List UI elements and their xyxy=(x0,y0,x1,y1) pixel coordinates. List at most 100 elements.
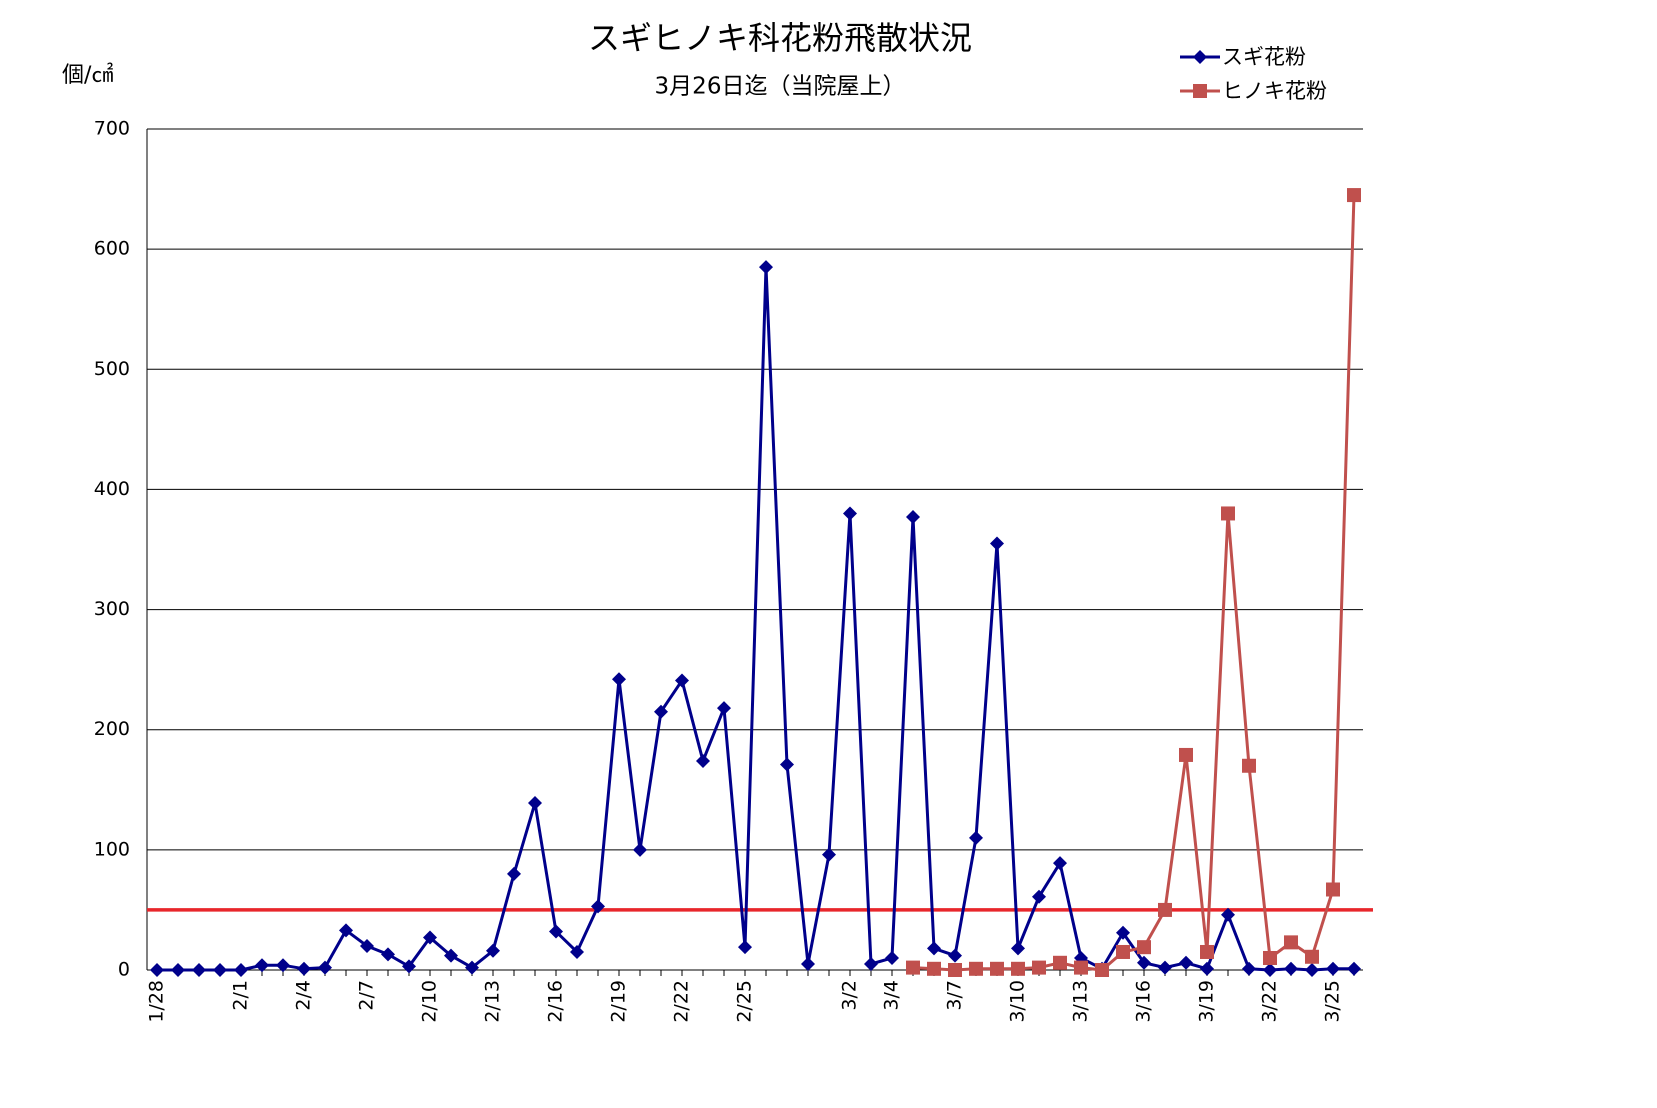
data-point xyxy=(1200,961,1214,976)
data-point xyxy=(927,961,941,976)
data-point xyxy=(633,842,647,857)
x-tick-label: 3/7 xyxy=(944,980,966,1011)
data-point xyxy=(1116,944,1130,959)
data-point xyxy=(1347,961,1361,976)
data-point xyxy=(1053,856,1067,871)
data-point xyxy=(1242,961,1256,976)
data-point xyxy=(1221,907,1235,922)
data-point xyxy=(570,944,584,959)
x-tick-label: 2/22 xyxy=(671,980,693,1023)
data-point xyxy=(801,956,815,971)
legend-label: ヒノキ花粉 xyxy=(1222,79,1327,103)
series-line xyxy=(157,267,1354,972)
data-point xyxy=(1137,955,1151,970)
data-point xyxy=(549,924,563,939)
y-axis-label: 個/㎠ xyxy=(62,62,113,88)
y-tick-label: 500 xyxy=(94,358,130,380)
data-point xyxy=(150,963,164,977)
data-point xyxy=(297,961,311,976)
data-point xyxy=(969,961,983,976)
data-point xyxy=(1347,188,1361,203)
data-point xyxy=(927,941,941,956)
data-point xyxy=(465,960,479,975)
data-point xyxy=(486,943,500,958)
x-tick-label: 3/13 xyxy=(1070,980,1092,1023)
x-tick-label: 2/16 xyxy=(545,980,567,1023)
x-tick-label: 3/2 xyxy=(839,980,861,1011)
data-point xyxy=(339,923,353,938)
data-point xyxy=(276,958,290,973)
data-point xyxy=(1221,506,1235,521)
legend-marker xyxy=(1193,50,1207,64)
data-point xyxy=(423,930,437,945)
data-point xyxy=(780,757,794,772)
data-point xyxy=(759,260,773,275)
data-point xyxy=(1284,961,1298,976)
data-point xyxy=(1053,955,1067,970)
y-tick-label: 700 xyxy=(94,118,130,140)
data-point xyxy=(1032,960,1046,975)
series-line xyxy=(912,195,1356,972)
x-tick-label: 3/16 xyxy=(1133,980,1155,1023)
data-point xyxy=(696,753,710,768)
x-tick-label: 3/10 xyxy=(1007,980,1029,1023)
y-tick-label: 600 xyxy=(94,238,130,260)
chart-title: スギヒノキ科花粉飛散状況 xyxy=(588,19,972,57)
y-tick-label: 200 xyxy=(94,718,130,740)
data-point xyxy=(1137,940,1151,955)
data-point xyxy=(843,506,857,521)
x-tick-label: 2/10 xyxy=(419,980,441,1023)
y-tick-label: 400 xyxy=(94,478,130,500)
data-point xyxy=(1158,902,1172,917)
data-point xyxy=(360,938,374,953)
data-point xyxy=(1179,955,1193,970)
data-point xyxy=(1326,961,1340,976)
data-point xyxy=(738,940,752,955)
data-point xyxy=(234,963,248,977)
x-tick-label: 3/25 xyxy=(1322,980,1344,1023)
data-point xyxy=(1263,963,1277,977)
data-point xyxy=(717,701,731,716)
y-tick-label: 100 xyxy=(94,838,130,860)
data-point xyxy=(318,960,332,975)
data-point xyxy=(612,672,626,687)
data-point xyxy=(885,950,899,965)
data-point xyxy=(402,959,416,974)
data-point xyxy=(1011,941,1025,956)
data-point xyxy=(1242,758,1256,773)
y-tick-label: 300 xyxy=(94,598,130,620)
data-point xyxy=(990,536,1004,551)
data-point xyxy=(171,963,185,977)
x-tick-label: 1/28 xyxy=(146,980,168,1023)
data-point xyxy=(444,948,458,963)
data-point xyxy=(507,866,521,881)
data-point xyxy=(1263,950,1277,965)
legend-label: スギ花粉 xyxy=(1222,45,1306,69)
data-point xyxy=(255,958,269,973)
data-point xyxy=(969,830,983,845)
data-point xyxy=(1305,963,1319,977)
data-point xyxy=(1032,889,1046,904)
data-point xyxy=(1326,882,1340,897)
data-point xyxy=(906,510,920,525)
x-tick-label: 2/19 xyxy=(608,980,630,1023)
x-tick-label: 2/7 xyxy=(356,980,378,1011)
chart-subtitle: 3月26日迄（当院屋上） xyxy=(655,74,906,100)
data-point xyxy=(192,963,206,977)
data-point xyxy=(990,961,1004,976)
x-tick-label: 3/4 xyxy=(881,980,903,1011)
y-tick-label: 0 xyxy=(118,959,130,981)
data-point xyxy=(654,704,668,719)
data-point xyxy=(1305,949,1319,964)
data-point xyxy=(948,963,962,977)
x-tick-label: 3/22 xyxy=(1259,980,1281,1023)
x-tick-label: 2/25 xyxy=(734,980,756,1023)
data-point xyxy=(822,847,836,862)
data-point xyxy=(1284,935,1298,950)
data-point xyxy=(864,956,878,971)
x-tick-label: 2/4 xyxy=(293,980,315,1011)
data-point xyxy=(1095,963,1109,977)
legend-marker xyxy=(1193,84,1207,98)
data-point xyxy=(1179,747,1193,762)
